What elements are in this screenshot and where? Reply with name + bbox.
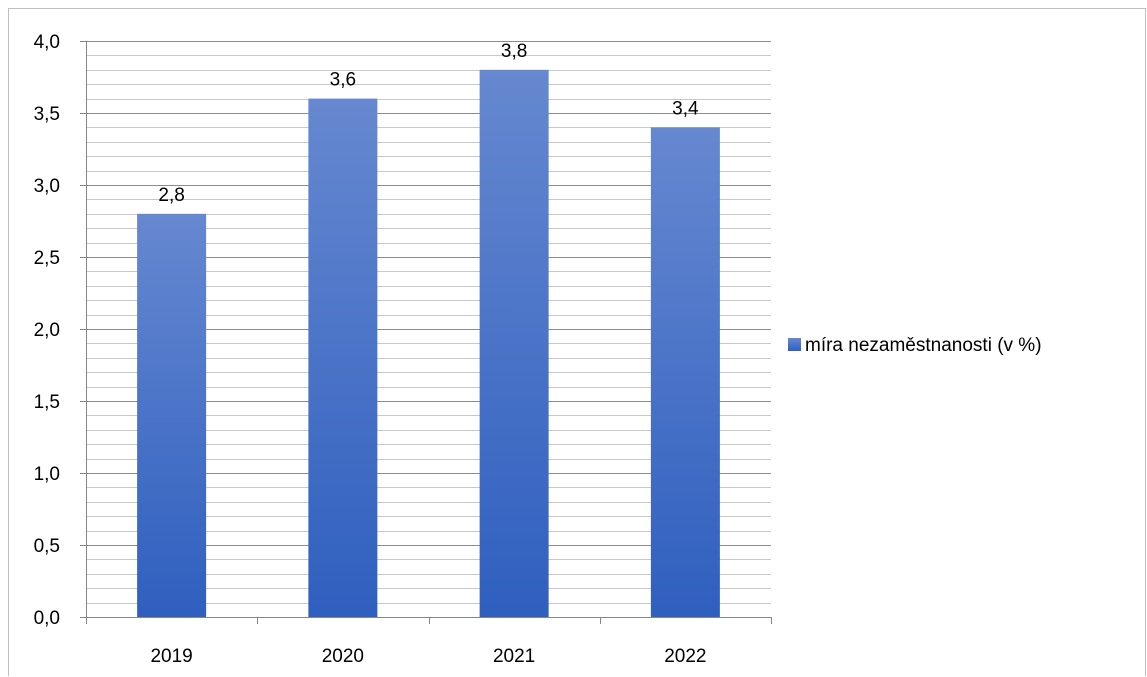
- y-tick-label: 4,0: [34, 32, 60, 53]
- y-tick-label: 2,5: [34, 248, 60, 269]
- data-label: 3,8: [501, 41, 527, 62]
- y-tick-label: 0,5: [34, 536, 60, 557]
- y-tick-label: 1,0: [34, 464, 60, 485]
- bar: [479, 69, 549, 618]
- data-label: 2,8: [158, 185, 184, 206]
- bar: [308, 98, 378, 618]
- legend-label: míra nezaměstnanosti (v %): [805, 335, 1042, 356]
- bars: [137, 69, 720, 618]
- legend: míra nezaměstnanosti (v %): [788, 335, 1042, 356]
- x-tick-label: 2021: [493, 646, 535, 667]
- y-tick-label: 2,0: [34, 320, 60, 341]
- y-axis: 0,0 0,5 1,0 1,5 2,0 2,5 3,0 3,5 4,0: [34, 32, 87, 629]
- legend-swatch: [788, 338, 801, 351]
- y-tick-label: 1,5: [34, 392, 60, 413]
- y-tick-label: 3,5: [34, 104, 60, 125]
- data-label: 3,6: [330, 70, 356, 91]
- data-labels: 2,8 3,6 3,8 3,4: [158, 41, 699, 206]
- bar: [650, 127, 720, 618]
- y-tick-label: 0,0: [34, 608, 60, 629]
- x-tick-label: 2020: [322, 646, 364, 667]
- y-tick-label: 3,0: [34, 176, 60, 197]
- chart-frame: [8, 8, 1146, 676]
- x-axis: 2019 2020 2021 2022: [86, 617, 772, 667]
- bar: [137, 213, 207, 618]
- data-label: 3,4: [672, 98, 699, 119]
- x-tick-label: 2022: [664, 646, 706, 667]
- x-tick-label: 2019: [150, 646, 192, 667]
